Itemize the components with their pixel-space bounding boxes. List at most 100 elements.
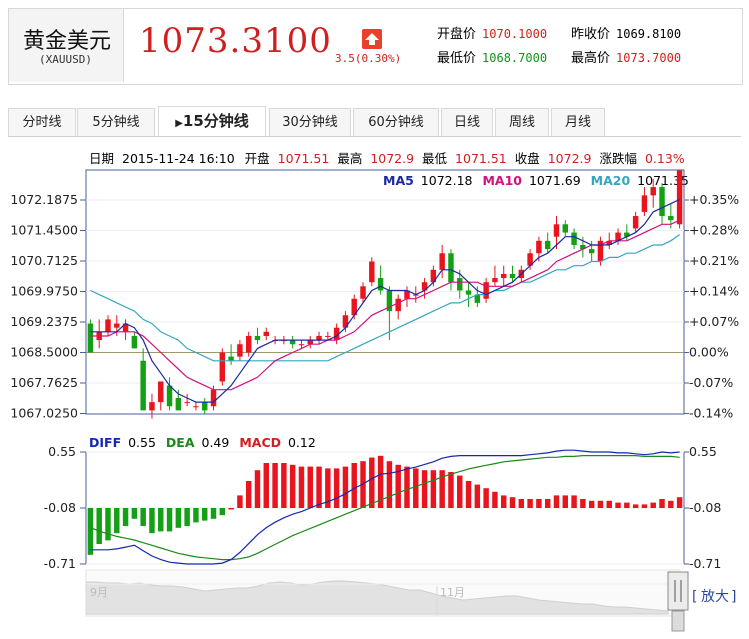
candle-body bbox=[228, 356, 234, 361]
candle-body bbox=[606, 240, 612, 245]
macd-label: MACD bbox=[239, 435, 281, 450]
candle-body bbox=[632, 216, 639, 229]
candle-body bbox=[122, 323, 129, 332]
candle bbox=[105, 315, 111, 336]
macd-bar bbox=[298, 466, 305, 508]
macd-bar bbox=[527, 499, 533, 508]
macd-value: 0.12 bbox=[288, 435, 316, 450]
candle-body bbox=[588, 249, 595, 254]
tab-15min[interactable]: ▶15分钟线 bbox=[158, 106, 266, 136]
macd-bar bbox=[465, 481, 472, 508]
candle bbox=[588, 240, 595, 262]
macd-bar bbox=[448, 472, 454, 508]
candle bbox=[395, 294, 401, 320]
macd-bar bbox=[105, 508, 111, 541]
percent-tick-label: +0.07% bbox=[689, 314, 739, 329]
candle-body bbox=[492, 278, 498, 283]
navigator-scroll-grip[interactable] bbox=[671, 610, 685, 632]
macd-bar bbox=[404, 466, 410, 508]
candle-body bbox=[580, 244, 586, 250]
candle-body bbox=[474, 294, 481, 303]
candle bbox=[597, 236, 604, 266]
percent-tick-label: +0.14% bbox=[689, 284, 739, 299]
candle-body bbox=[615, 232, 621, 241]
macd-bar bbox=[413, 468, 419, 508]
dea-line bbox=[90, 455, 680, 561]
low-price-label: 最低价 bbox=[437, 51, 477, 66]
zoom-button[interactable]: [ 放大 ] bbox=[691, 583, 737, 609]
ma20-label: MA20 bbox=[591, 173, 631, 188]
candle-body bbox=[527, 253, 533, 266]
open-price-value: 1070.1000 bbox=[482, 27, 548, 41]
quote-header: 黄金美元 (XAUUSD) 1073.3100 3.5(0.30%) 开盘价 10… bbox=[8, 8, 743, 85]
price-tick-label: 1069.2375 bbox=[10, 314, 78, 329]
macd-bar bbox=[263, 463, 270, 508]
change-value: 0.13% bbox=[645, 151, 685, 166]
candle bbox=[500, 265, 507, 287]
macd-bar bbox=[289, 464, 296, 508]
navigator-handle[interactable] bbox=[667, 571, 689, 611]
navigator-handle-box[interactable] bbox=[667, 571, 689, 611]
candle-body bbox=[210, 389, 217, 407]
candle-body bbox=[87, 323, 94, 353]
price-tick-label: 1067.7625 bbox=[10, 375, 78, 390]
candle-body bbox=[316, 335, 322, 341]
tab-daily[interactable]: 日线 bbox=[441, 108, 493, 136]
tab-monthly[interactable]: 月线 bbox=[551, 108, 605, 136]
candle-body bbox=[562, 224, 569, 233]
macd-bar bbox=[210, 508, 217, 519]
price-grid bbox=[86, 199, 684, 384]
percent-axis-labels: +0.35% +0.28% +0.21% +0.14% +0.07% 0.00% -0.07… bbox=[684, 192, 739, 421]
close-label: 收盘 bbox=[515, 151, 540, 166]
tab-60min[interactable]: 60分钟线 bbox=[353, 108, 439, 136]
macd-bar bbox=[588, 500, 595, 508]
candle bbox=[483, 278, 489, 303]
ma5-value: 1072.18 bbox=[421, 173, 473, 188]
candle bbox=[360, 282, 366, 303]
percent-tick-label: +0.21% bbox=[689, 253, 739, 268]
macd-bar bbox=[580, 499, 586, 508]
macd-bar bbox=[342, 466, 349, 508]
candle-body bbox=[219, 352, 226, 382]
ma10-value: 1071.69 bbox=[529, 173, 581, 188]
macd-bar bbox=[193, 508, 199, 523]
candle-body bbox=[641, 195, 648, 212]
zoom-button-box[interactable] bbox=[691, 583, 737, 609]
macd-bar bbox=[421, 470, 428, 508]
tab-weekly[interactable]: 周线 bbox=[495, 108, 549, 136]
candle-body bbox=[377, 278, 384, 291]
candle-body bbox=[342, 315, 349, 328]
macd-bar bbox=[149, 508, 155, 534]
candle bbox=[421, 278, 428, 299]
candle-body bbox=[395, 298, 401, 312]
macd-bar bbox=[316, 466, 322, 508]
candle-body bbox=[193, 406, 199, 408]
macd-bar bbox=[369, 457, 375, 508]
candle-body bbox=[439, 253, 445, 270]
macd-tick-label-right: -0.08 bbox=[689, 500, 721, 515]
tab-timeshare[interactable]: 分时线 bbox=[8, 108, 76, 136]
tab-30min[interactable]: 30分钟线 bbox=[269, 108, 351, 136]
macd-bar bbox=[518, 499, 525, 508]
macd-legend: DIFF 0.55 DEA 0.49 MACD 0.12 bbox=[89, 435, 316, 450]
open-value: 1071.51 bbox=[278, 151, 330, 166]
tab-5min[interactable]: 5分钟线 bbox=[77, 108, 155, 136]
candle bbox=[377, 265, 384, 295]
candle-body bbox=[149, 402, 155, 411]
macd-bar bbox=[597, 500, 604, 508]
macd-bar bbox=[272, 463, 278, 508]
price-tick-label: 1072.1875 bbox=[10, 192, 78, 207]
macd-bar bbox=[571, 495, 577, 508]
candle bbox=[492, 265, 498, 287]
candle bbox=[166, 377, 173, 411]
candle-body bbox=[201, 402, 208, 411]
macd-bar bbox=[659, 499, 665, 508]
candle-body bbox=[659, 187, 665, 217]
info-line: 日期 2015-11-24 16:10 开盘 1071.51 最高 1072.9… bbox=[89, 151, 685, 166]
macd-tick-label-left: -0.08 bbox=[44, 500, 76, 515]
macd-bar bbox=[650, 502, 656, 508]
macd-bar bbox=[281, 463, 287, 508]
macd-bar bbox=[237, 495, 243, 508]
candle-body bbox=[131, 335, 138, 349]
